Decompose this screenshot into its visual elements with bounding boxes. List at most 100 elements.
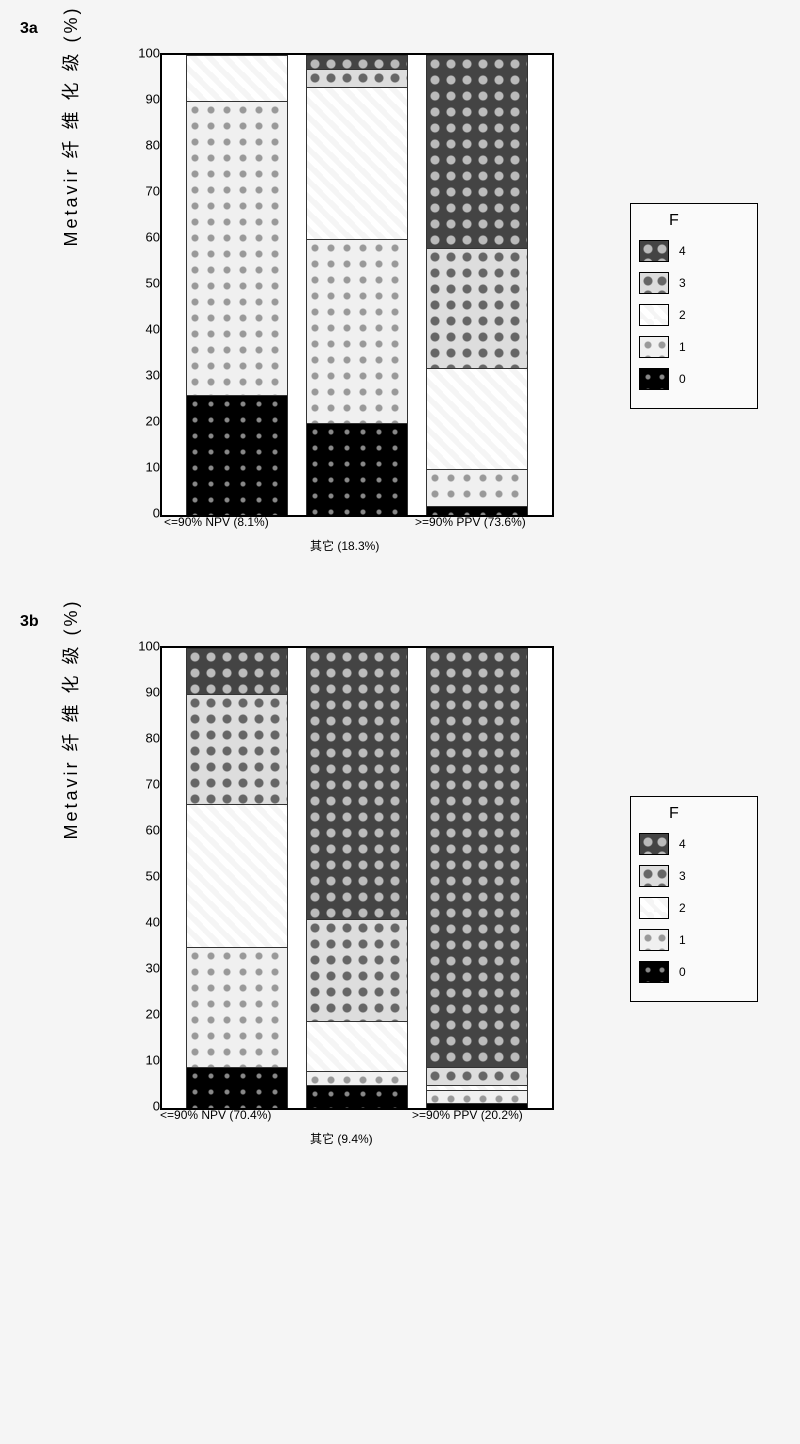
bar-segment bbox=[427, 506, 527, 515]
y-tick: 60 bbox=[125, 230, 160, 245]
stacked-bar bbox=[306, 55, 408, 515]
legend-swatch bbox=[639, 304, 669, 326]
y-tick: 20 bbox=[125, 1007, 160, 1022]
legend-item: 2 bbox=[639, 897, 749, 919]
chart-area: Metavir 纤 维 化 级 (%)010203040506070809010… bbox=[110, 43, 590, 583]
bar-segment bbox=[307, 1021, 407, 1072]
legend-swatch bbox=[639, 240, 669, 262]
stacked-bar bbox=[186, 648, 288, 1108]
y-tick: 80 bbox=[125, 731, 160, 746]
legend-item: 0 bbox=[639, 368, 749, 390]
legend-swatch bbox=[639, 336, 669, 358]
bar-segment bbox=[427, 648, 527, 1067]
legend-item: 0 bbox=[639, 961, 749, 983]
legend-swatch bbox=[639, 897, 669, 919]
chart-panel: 3bMetavir 纤 维 化 级 (%)0102030405060708090… bbox=[20, 613, 780, 1176]
legend-label: 2 bbox=[679, 308, 686, 322]
legend: F 4 3 2 1 0 bbox=[630, 203, 758, 409]
legend-item: 1 bbox=[639, 929, 749, 951]
y-tick: 70 bbox=[125, 184, 160, 199]
legend-swatch bbox=[639, 929, 669, 951]
x-label: >=90% PPV (20.2%) bbox=[412, 1108, 523, 1122]
y-tick: 90 bbox=[125, 685, 160, 700]
y-axis-label: Metavir 纤 维 化 级 (%) bbox=[57, 519, 83, 919]
y-axis: 0102030405060708090100 bbox=[120, 53, 160, 513]
x-label: 其它 (18.3%) bbox=[310, 537, 379, 554]
y-tick: 10 bbox=[125, 1053, 160, 1068]
bar-segment bbox=[427, 1090, 527, 1104]
panel-label: 3a bbox=[20, 20, 780, 38]
bar-segment bbox=[307, 55, 407, 69]
legend-label: 2 bbox=[679, 901, 686, 915]
stacked-bar bbox=[306, 648, 408, 1108]
bar-segment bbox=[187, 1067, 287, 1108]
x-label: <=90% NPV (70.4%) bbox=[160, 1108, 271, 1122]
legend-label: 4 bbox=[679, 244, 686, 258]
legend-label: 3 bbox=[679, 276, 686, 290]
y-tick: 20 bbox=[125, 414, 160, 429]
legend-item: 4 bbox=[639, 833, 749, 855]
bar-segment bbox=[427, 469, 527, 506]
legend-label: 0 bbox=[679, 965, 686, 979]
bar-segment bbox=[307, 239, 407, 423]
y-tick: 50 bbox=[125, 869, 160, 884]
bar-segment bbox=[307, 648, 407, 919]
bar-segment bbox=[427, 55, 527, 248]
stacked-bar bbox=[186, 55, 288, 515]
legend-swatch bbox=[639, 833, 669, 855]
y-tick: 10 bbox=[125, 460, 160, 475]
y-tick: 100 bbox=[125, 46, 160, 61]
chart-panel: 3aMetavir 纤 维 化 级 (%)0102030405060708090… bbox=[20, 20, 780, 583]
y-tick: 90 bbox=[125, 92, 160, 107]
bar-segment bbox=[187, 804, 287, 947]
stacked-bar bbox=[426, 648, 528, 1108]
y-tick: 80 bbox=[125, 138, 160, 153]
legend-label: 1 bbox=[679, 933, 686, 947]
bar-segment bbox=[307, 69, 407, 87]
legend-label: 1 bbox=[679, 340, 686, 354]
y-tick: 100 bbox=[125, 639, 160, 654]
bar-segment bbox=[307, 423, 407, 515]
bar-segment bbox=[427, 248, 527, 368]
legend: F43210 bbox=[630, 796, 758, 1002]
legend-title: F bbox=[669, 212, 749, 230]
x-label: <=90% NPV (8.1%) bbox=[164, 515, 269, 529]
legend-label: 3 bbox=[679, 869, 686, 883]
bar-segment bbox=[307, 919, 407, 1020]
legend-item: 2 bbox=[639, 304, 749, 326]
chart-area: Metavir 纤 维 化 级 (%)010203040506070809010… bbox=[110, 636, 590, 1176]
y-tick: 60 bbox=[125, 823, 160, 838]
legend-item: 3 bbox=[639, 272, 749, 294]
panel-label: 3b bbox=[20, 613, 780, 631]
y-axis-label: Metavir 纤 维 化 级 (%) bbox=[57, 0, 83, 326]
bar-segment bbox=[187, 101, 287, 395]
bar-segment bbox=[427, 368, 527, 469]
bar-segment bbox=[427, 1067, 527, 1085]
y-tick: 0 bbox=[125, 1099, 160, 1114]
plot-area bbox=[160, 53, 554, 517]
legend-label: 0 bbox=[679, 372, 686, 386]
y-tick: 40 bbox=[125, 322, 160, 337]
x-label: 其它 (9.4%) bbox=[310, 1130, 373, 1147]
bar-segment bbox=[187, 648, 287, 694]
bar-segment bbox=[187, 55, 287, 101]
y-tick: 0 bbox=[125, 506, 160, 521]
bar-segment bbox=[187, 694, 287, 804]
legend-label: 4 bbox=[679, 837, 686, 851]
legend-swatch bbox=[639, 368, 669, 390]
bar-segment bbox=[187, 395, 287, 515]
bar-segment bbox=[307, 1071, 407, 1085]
y-tick: 30 bbox=[125, 961, 160, 976]
legend-item: 4 bbox=[639, 240, 749, 262]
plot-area bbox=[160, 646, 554, 1110]
y-tick: 70 bbox=[125, 777, 160, 792]
x-label: >=90% PPV (73.6%) bbox=[415, 515, 526, 529]
y-tick: 50 bbox=[125, 276, 160, 291]
y-tick: 30 bbox=[125, 368, 160, 383]
y-tick: 40 bbox=[125, 915, 160, 930]
y-axis: 0102030405060708090100 bbox=[120, 646, 160, 1106]
legend-swatch bbox=[639, 865, 669, 887]
bar-segment bbox=[307, 87, 407, 239]
legend-swatch bbox=[639, 272, 669, 294]
bar-segment bbox=[187, 947, 287, 1067]
